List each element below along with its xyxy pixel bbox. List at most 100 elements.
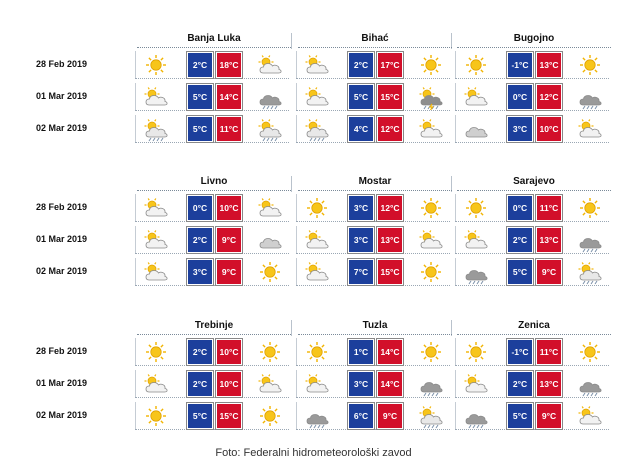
row-divider [455, 365, 609, 366]
cell-edge [455, 338, 456, 365]
max-temp: 10°C [216, 195, 242, 221]
sun-cloud-icon [304, 229, 330, 251]
row-divider [455, 253, 609, 254]
max-temp: 13°C [377, 227, 403, 253]
max-temp: 9°C [536, 259, 562, 285]
sun-cloud-icon [464, 374, 488, 393]
sun-icon [146, 342, 166, 362]
sun-rain-icon [143, 118, 169, 142]
max-temp: 18°C [216, 52, 242, 78]
max-temp: 12°C [377, 195, 403, 221]
max-temp: 11°C [536, 195, 562, 221]
sun-cloud-icon [577, 118, 603, 140]
max-temp: 13°C [536, 52, 562, 78]
sun-icon [307, 198, 327, 218]
cell-edge [135, 83, 136, 110]
sun-cloud-icon [304, 373, 330, 395]
city-name: Bihać [298, 33, 452, 48]
min-temp: 7°C [348, 259, 374, 285]
cloud-rain-icon [306, 414, 329, 429]
city-name: Tuzla [298, 320, 452, 335]
min-temp: 2°C [187, 339, 213, 365]
sun-icon [466, 55, 486, 75]
sun-icon [143, 54, 169, 76]
sun-icon [418, 197, 444, 219]
cell-edge [296, 51, 297, 78]
cloud-rain-icon [577, 229, 603, 253]
cell-edge [455, 115, 456, 142]
sun-cloud-icon [257, 197, 283, 219]
sun-cloud-icon [144, 262, 168, 281]
cloud-rain-icon [579, 382, 602, 397]
cloud-icon [259, 238, 282, 249]
sun-cloud-icon [143, 197, 169, 219]
row-divider [455, 285, 609, 286]
min-temp: 0°C [507, 195, 533, 221]
cell-edge [135, 226, 136, 253]
max-temp: 10°C [536, 116, 562, 142]
row-divider [135, 253, 289, 254]
date-label: 01 Mar 2019 [36, 234, 88, 244]
min-temp: 2°C [348, 52, 374, 78]
cell-edge [455, 51, 456, 78]
row-divider [135, 285, 289, 286]
sun-icon [146, 406, 166, 426]
cell-edge [296, 115, 297, 142]
row-divider [455, 221, 609, 222]
cell-edge [135, 338, 136, 365]
cloud-rain-icon [465, 270, 488, 285]
row-divider [296, 397, 450, 398]
sun-icon [304, 197, 330, 219]
cloud-rain-icon [465, 414, 488, 429]
row-divider [135, 429, 289, 430]
cell-edge [296, 370, 297, 397]
sun-icon [257, 405, 283, 427]
row-divider [455, 142, 609, 143]
min-temp: 0°C [507, 84, 533, 110]
sun-icon [421, 262, 441, 282]
sun-icon [260, 342, 280, 362]
city-name: Banja Luka [137, 33, 291, 48]
city-name: Bugojno [457, 33, 611, 48]
sun-icon [146, 55, 166, 75]
row-divider [135, 110, 289, 111]
max-temp: 9°C [377, 403, 403, 429]
sun-cloud-icon [144, 87, 168, 106]
min-temp: 6°C [348, 403, 374, 429]
row-divider [455, 397, 609, 398]
sun-rain-icon [419, 406, 443, 429]
sun-cloud-icon [305, 262, 329, 281]
sun-cloud-icon [419, 230, 443, 249]
min-temp: 3°C [507, 116, 533, 142]
city-name: Zenica [457, 320, 611, 335]
max-temp: 12°C [377, 116, 403, 142]
date-label: 02 Mar 2019 [36, 123, 88, 133]
cell-edge [135, 115, 136, 142]
row-divider [135, 142, 289, 143]
cell-edge [135, 370, 136, 397]
cloud-icon [463, 118, 489, 140]
sun-icon [463, 54, 489, 76]
row-divider [135, 221, 289, 222]
sun-rain-icon [257, 118, 283, 142]
cell-edge [135, 402, 136, 429]
sun-icon [580, 55, 600, 75]
min-temp: 2°C [507, 371, 533, 397]
min-temp: 3°C [348, 371, 374, 397]
min-temp: 2°C [507, 227, 533, 253]
cell-edge [296, 83, 297, 110]
cloud-icon [465, 127, 488, 138]
sun-cloud-icon [578, 406, 602, 425]
sun-cloud-icon [304, 86, 330, 108]
min-temp: 2°C [187, 371, 213, 397]
max-temp: 10°C [216, 339, 242, 365]
sun-cloud-icon [577, 405, 603, 427]
sun-cloud-icon [463, 229, 489, 251]
max-temp: 11°C [536, 339, 562, 365]
sun-icon [257, 341, 283, 363]
min-temp: 5°C [187, 84, 213, 110]
date-label: 01 Mar 2019 [36, 91, 88, 101]
min-temp: 3°C [348, 195, 374, 221]
cell-edge [135, 51, 136, 78]
cloud-rain-icon [257, 86, 283, 110]
